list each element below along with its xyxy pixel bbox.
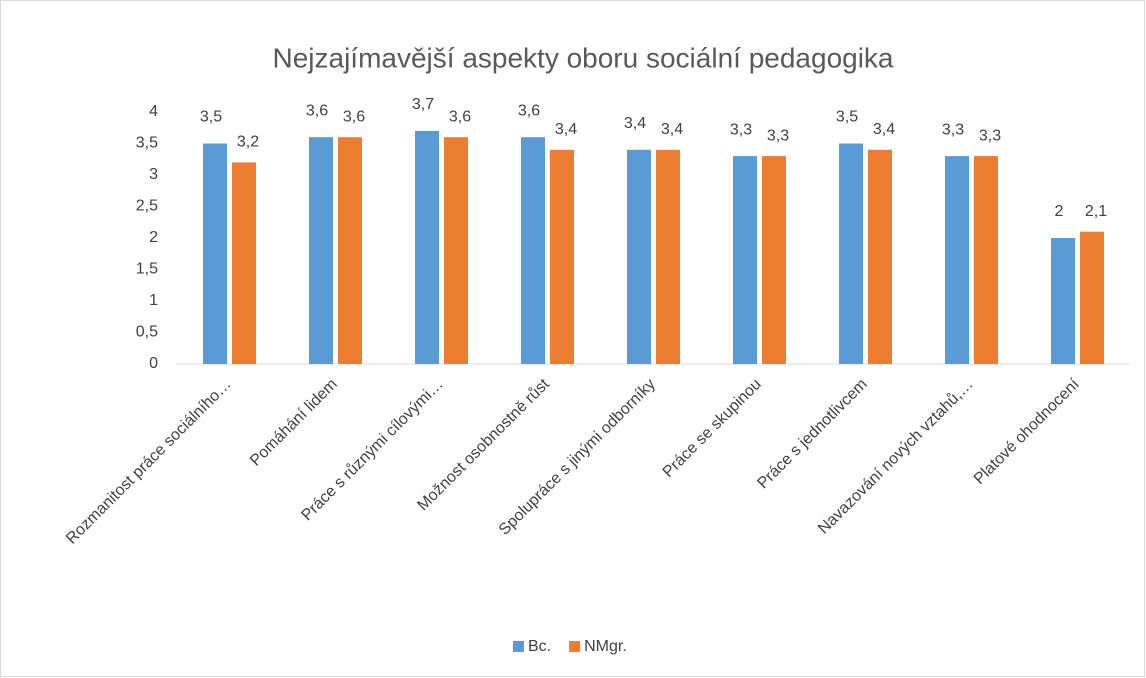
bar <box>839 143 863 364</box>
data-label: 2 <box>1055 203 1064 220</box>
bar <box>444 137 468 364</box>
data-label: 3,6 <box>343 108 365 125</box>
bar <box>415 130 439 364</box>
chart-title: Nejzajímavější aspekty oboru sociální pe… <box>272 42 893 73</box>
legend-label: Bc. <box>528 638 551 655</box>
data-label: 3,4 <box>873 121 895 138</box>
y-tick-label: 0 <box>149 355 158 372</box>
bar <box>309 137 333 364</box>
data-label: 3,3 <box>942 121 964 138</box>
legend-swatch <box>513 641 524 652</box>
bar <box>338 137 362 364</box>
y-tick-label: 4 <box>149 103 158 120</box>
bar <box>521 137 545 364</box>
data-label: 3,5 <box>836 109 858 126</box>
bar <box>733 156 757 364</box>
data-label: 3,5 <box>200 109 222 126</box>
bar <box>974 156 998 364</box>
data-label: 3,7 <box>412 96 434 113</box>
bar <box>1051 238 1075 364</box>
y-tick-label: 1,5 <box>136 261 158 278</box>
data-label: 3,3 <box>730 121 752 138</box>
y-tick-label: 3,5 <box>136 135 158 152</box>
data-label: 3,3 <box>979 127 1001 144</box>
data-label: 3,6 <box>449 108 471 125</box>
data-label: 3,4 <box>661 121 683 138</box>
y-tick-label: 2,5 <box>136 198 158 215</box>
bar <box>550 149 574 364</box>
data-label: 3,4 <box>555 121 577 138</box>
bar <box>203 143 227 364</box>
bar <box>627 149 651 364</box>
legend-swatch <box>569 641 581 652</box>
bar <box>762 156 786 364</box>
y-tick-label: 2 <box>149 229 158 246</box>
y-tick-label: 3 <box>149 166 158 183</box>
bar <box>945 156 969 364</box>
y-tick-label: 0,5 <box>136 324 158 341</box>
y-tick-label: 1 <box>149 292 158 309</box>
data-label: 3,6 <box>306 102 328 119</box>
data-label: 3,2 <box>237 134 259 151</box>
bar <box>232 162 256 364</box>
bar <box>656 149 680 364</box>
bar <box>1080 231 1104 364</box>
data-label: 3,6 <box>518 102 540 119</box>
bar <box>868 149 892 364</box>
data-label: 3,4 <box>624 115 646 132</box>
data-label: 3,3 <box>767 127 789 144</box>
data-label: 2,1 <box>1085 203 1107 220</box>
legend-label: NMgr. <box>584 638 627 655</box>
